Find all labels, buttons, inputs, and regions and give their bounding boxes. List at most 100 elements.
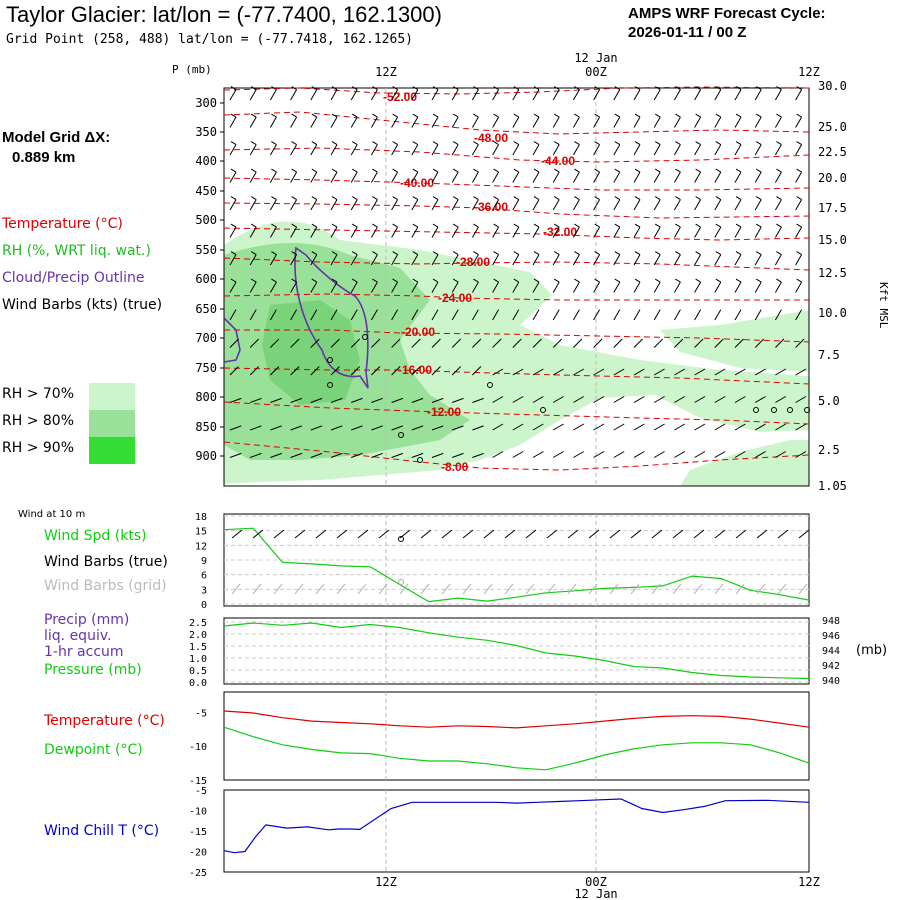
isotherm-label: -8.00	[441, 460, 469, 474]
wind-barb	[492, 338, 502, 348]
wind-barb-flag	[271, 86, 277, 91]
wind-barb	[694, 309, 702, 321]
wind-barb-flag	[513, 141, 520, 146]
pressure-tick-label: 500	[195, 213, 217, 227]
wind-barb-flag	[392, 278, 398, 283]
time-label-top: 12Z	[375, 65, 397, 79]
wind-barb	[290, 425, 303, 431]
wind-barb-flag	[533, 196, 540, 201]
wind-barb	[249, 199, 257, 211]
wind-barb-flag	[473, 113, 479, 118]
wind-barb	[653, 281, 661, 293]
wind-barb	[532, 116, 540, 128]
precip-tick-label: 2.0	[189, 630, 207, 641]
wind-barb	[270, 366, 280, 376]
wind-barb	[330, 199, 338, 211]
wind-barb-flag	[250, 278, 257, 283]
wind-barb	[471, 144, 479, 156]
wind-barb-flag	[372, 113, 378, 118]
time-label-top: 12Z	[798, 65, 820, 79]
wind-barb-flag	[715, 86, 722, 91]
wind-barb	[290, 366, 300, 376]
wind-barb	[250, 397, 262, 403]
wind-barb	[290, 338, 300, 348]
wind-barb	[734, 368, 746, 376]
wind-barb	[694, 368, 706, 376]
wind-barb-grid	[504, 583, 514, 595]
wind-barb	[775, 338, 785, 348]
wind-barb-flag	[291, 168, 297, 173]
wind-barb	[734, 281, 742, 293]
time-label-top: 00Z	[585, 65, 607, 79]
windchill-tick-label: -5	[195, 786, 207, 797]
wind-barb	[593, 144, 601, 156]
wind-barb-flag	[230, 141, 237, 146]
wind-barb	[593, 281, 601, 293]
wind-barb-true	[504, 529, 516, 539]
wind-barb	[714, 171, 722, 183]
wind-barb-flag	[614, 113, 621, 118]
wind-barb	[290, 144, 298, 156]
wind-barb	[492, 89, 500, 101]
legend-rh90: RH > 90%	[2, 440, 75, 456]
wind-barb	[714, 309, 722, 321]
model-grid-spacing: Model Grid ΔX: 0.889 km	[2, 128, 110, 168]
wind-barb-flag	[735, 141, 742, 146]
wind-barb-grid	[252, 583, 262, 595]
wind-barb	[370, 226, 378, 238]
wind-barb	[492, 116, 500, 128]
wind-barb	[471, 199, 479, 211]
chart-title: Taylor Glacier: lat/lon = (-77.7400, 162…	[6, 2, 442, 27]
wind-barb	[775, 368, 787, 376]
wind-barb-flag	[695, 251, 701, 256]
wind-barb-flag	[634, 223, 641, 228]
wind-barb	[269, 89, 277, 101]
wind-barb-flag	[553, 278, 560, 283]
wind-barb-flag	[634, 278, 641, 283]
pressure-tick-label: 450	[195, 184, 217, 198]
wind-barb	[593, 89, 601, 101]
wind-barb	[593, 226, 601, 238]
wind-barb-flag	[675, 196, 681, 201]
wind-barb	[269, 309, 277, 321]
wind-barb-flag	[755, 168, 762, 173]
wind-barb	[734, 254, 742, 266]
wind-barb	[411, 171, 419, 183]
height-tick-label: 12.5	[818, 266, 847, 280]
wind-barb	[269, 226, 277, 238]
wind-barb	[714, 254, 722, 266]
wind-barb-flag	[634, 196, 641, 201]
wind-barb	[391, 226, 399, 238]
wind-barb-flag	[796, 223, 802, 228]
wind-barb-flag	[796, 168, 802, 173]
wind-barb	[451, 171, 459, 183]
wind-barb	[391, 281, 399, 293]
wind-barb-flag	[715, 113, 722, 118]
isotherm-label: -16.00	[398, 363, 432, 377]
wind-barb	[431, 144, 439, 156]
calm-wind-circle-grid	[398, 579, 404, 585]
wind-barb-flag	[493, 196, 499, 201]
wind-barb	[431, 171, 439, 183]
wind-barb	[451, 366, 462, 376]
wind-barb	[674, 338, 684, 348]
wind-barb-flag	[594, 168, 600, 173]
wind-barb	[552, 281, 560, 293]
wind-barb	[613, 423, 625, 431]
wind-barb	[431, 226, 439, 238]
wind-barb-grid	[399, 583, 409, 595]
wind-barb	[572, 89, 580, 101]
wind-barb-flag	[412, 86, 419, 91]
wind-barb	[350, 281, 358, 293]
isotherm-label: -24.00	[438, 291, 472, 305]
wind-barb-grid	[798, 583, 808, 595]
wind-barb	[572, 116, 580, 128]
wind-barb	[452, 452, 464, 458]
wind-barb-flag	[715, 141, 722, 146]
wind-barb-flag	[412, 113, 419, 118]
wind-barb-flag	[432, 86, 439, 91]
wind-barb-flag	[311, 251, 318, 256]
wind-barb-flag	[574, 278, 580, 283]
wind-barb	[673, 226, 681, 238]
pressure-tick-label: 300	[195, 96, 217, 110]
